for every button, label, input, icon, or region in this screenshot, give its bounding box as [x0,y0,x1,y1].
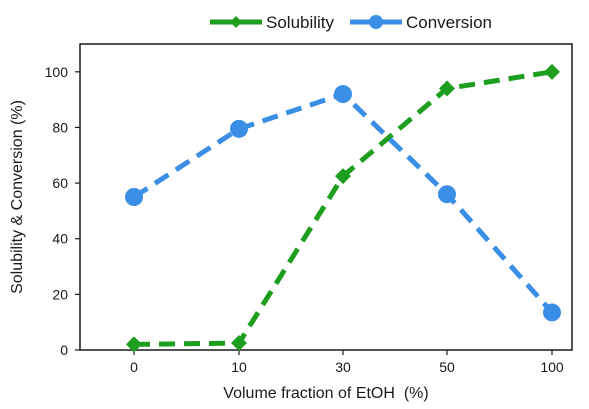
series-line-conversion [132,91,554,315]
data-point-conversion [438,185,456,204]
series-line-solubility [133,69,553,347]
y-axis-title: Solubility & Conversion (%) [9,100,26,294]
data-point-conversion [543,303,561,322]
x-axis-ticks: 0 10 30 50 100 [130,350,564,375]
data-point-solubility [231,335,247,352]
x-tick-label: 10 [231,359,247,375]
series-layer [125,63,561,353]
x-tick-label: 0 [130,359,138,375]
legend-marker-conversion [369,15,383,29]
data-point-solubility [544,63,560,80]
legend-label-solubility: Solubility [266,13,335,32]
y-tick-label: 100 [45,64,69,80]
y-tick-label: 0 [60,342,68,358]
x-tick-label: 30 [335,359,351,375]
x-tick-label: 50 [439,359,455,375]
legend-entry-solubility: Solubility [210,13,335,32]
y-tick-label: 60 [52,175,68,191]
y-tick-label: 40 [52,231,68,247]
data-point-conversion [334,85,352,104]
y-tick-label: 80 [52,119,68,135]
x-tick-label: 100 [540,359,564,375]
legend-marker-solubility [230,16,242,28]
data-point-solubility [439,80,455,97]
data-point-conversion [125,188,143,206]
y-axis-ticks: 0 20 40 60 80 100 [45,64,80,358]
x-axis-title: Volume fraction of EtOH (%) [223,385,428,402]
data-point-solubility [335,168,351,185]
legend-label-conversion: Conversion [406,13,492,32]
plot-area-frame [79,43,573,351]
data-point-solubility [126,336,142,353]
legend: Solubility Conversion [210,13,492,32]
legend-entry-conversion: Conversion [350,13,492,32]
y-tick-label: 20 [52,286,68,302]
data-point-conversion [230,119,248,138]
